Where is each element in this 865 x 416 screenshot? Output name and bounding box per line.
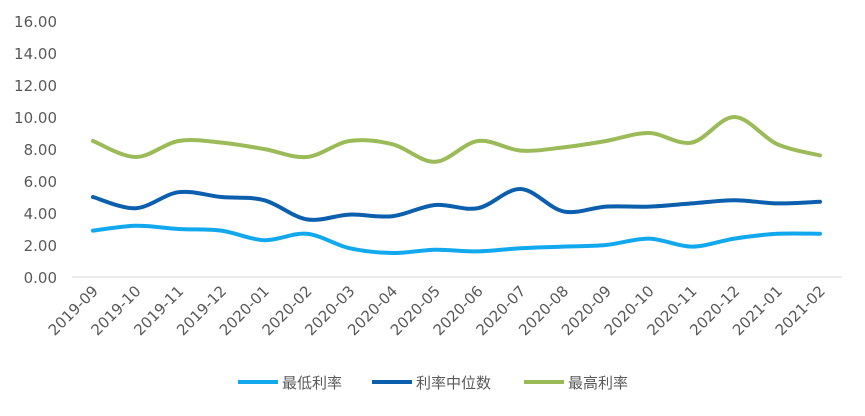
series-line-2	[93, 117, 820, 162]
y-tick-label: 4.00	[24, 205, 57, 223]
y-tick-label: 6.00	[24, 173, 57, 191]
legend-label: 最高利率	[568, 374, 628, 392]
y-tick-label: 8.00	[24, 141, 57, 159]
series-lines	[93, 117, 820, 253]
series-line-0	[93, 226, 820, 253]
legend-label: 利率中位数	[416, 374, 491, 392]
y-axis: 0.00 2.00 4.00 6.00 8.00 10.00 12.00 14.00 16.00	[14, 13, 57, 287]
y-tick-label: 16.00	[14, 13, 57, 31]
y-tick-label: 0.00	[24, 269, 57, 287]
legend-item: 利率中位数	[372, 374, 491, 392]
legend: 最低利率 利率中位数 最高利率	[238, 374, 628, 392]
legend-item: 最低利率	[238, 374, 342, 392]
y-tick-label: 2.00	[24, 237, 57, 255]
y-tick-label: 12.00	[14, 77, 57, 95]
y-tick-label: 14.00	[14, 45, 57, 63]
legend-label: 最低利率	[282, 374, 342, 392]
y-tick-label: 10.00	[14, 109, 57, 127]
x-axis: 2019-092019-102019-112019-122020-012020-…	[45, 282, 829, 339]
series-line-1	[93, 189, 820, 220]
legend-item: 最高利率	[524, 374, 628, 392]
